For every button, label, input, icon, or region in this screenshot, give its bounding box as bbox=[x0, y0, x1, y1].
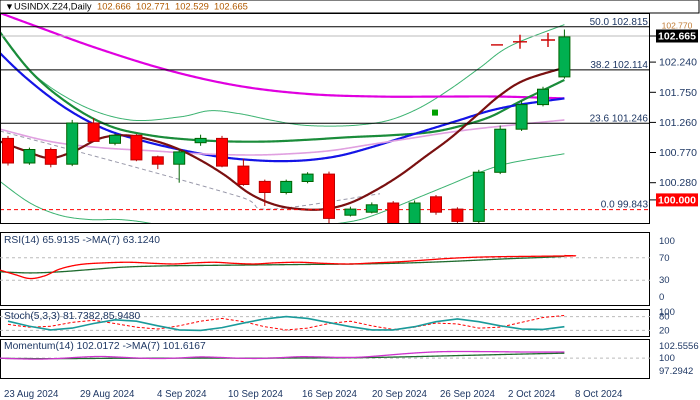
svg-text:102.529: 102.529 bbox=[175, 1, 209, 12]
svg-text:101.260: 101.260 bbox=[659, 117, 697, 129]
svg-text:RSI(14) 65.9135 ->MA(7) 63.12: RSI(14) 65.9135 ->MA(7) 63.1240 bbox=[4, 235, 160, 246]
svg-text:23.6 101.246: 23.6 101.246 bbox=[590, 113, 649, 124]
svg-text:100.770: 100.770 bbox=[659, 147, 697, 159]
svg-text:102.666: 102.666 bbox=[97, 1, 131, 12]
svg-text:102.771: 102.771 bbox=[136, 1, 170, 12]
svg-text:102.770: 102.770 bbox=[662, 21, 693, 31]
svg-text:8 Oct 2024: 8 Oct 2024 bbox=[575, 389, 623, 400]
svg-text:USINDX.Z24,Daily: USINDX.Z24,Daily bbox=[14, 1, 92, 12]
svg-text:80: 80 bbox=[659, 312, 670, 323]
svg-text:26 Sep 2024: 26 Sep 2024 bbox=[440, 389, 496, 400]
svg-text:Stoch(5,3,3) 81.7382,85.9480: Stoch(5,3,3) 81.7382,85.9480 bbox=[4, 311, 141, 322]
svg-text:0.0 99.843: 0.0 99.843 bbox=[601, 200, 649, 211]
svg-text:20 Sep 2024: 20 Sep 2024 bbox=[372, 389, 428, 400]
svg-text:100.000: 100.000 bbox=[658, 194, 696, 206]
svg-text:102.5556: 102.5556 bbox=[659, 341, 699, 352]
svg-text:100: 100 bbox=[659, 236, 675, 247]
svg-text:101.750: 101.750 bbox=[659, 87, 697, 99]
svg-text:100: 100 bbox=[659, 353, 675, 364]
svg-text:50.0 102.815: 50.0 102.815 bbox=[590, 17, 649, 28]
svg-text:30: 30 bbox=[659, 275, 670, 286]
svg-text:20: 20 bbox=[659, 325, 670, 336]
svg-text:▼: ▼ bbox=[5, 2, 14, 12]
svg-text:16 Sep 2024: 16 Sep 2024 bbox=[302, 389, 358, 400]
svg-text:0: 0 bbox=[659, 292, 664, 303]
svg-text:100.280: 100.280 bbox=[659, 177, 697, 189]
svg-text:97.2942: 97.2942 bbox=[659, 366, 693, 377]
svg-text:102.665: 102.665 bbox=[658, 31, 696, 43]
svg-text:102.665: 102.665 bbox=[214, 1, 248, 12]
svg-text:102.240: 102.240 bbox=[659, 57, 697, 69]
svg-text:2 Oct 2024: 2 Oct 2024 bbox=[508, 389, 556, 400]
svg-text:70: 70 bbox=[659, 253, 670, 264]
svg-text:10 Sep 2024: 10 Sep 2024 bbox=[228, 389, 284, 400]
svg-text:4 Sep 2024: 4 Sep 2024 bbox=[157, 389, 207, 400]
svg-text:29 Aug 2024: 29 Aug 2024 bbox=[80, 389, 135, 400]
svg-text:Momentum(14) 102.0172 ->MA(7): Momentum(14) 102.0172 ->MA(7) 101.6167 bbox=[4, 341, 206, 352]
svg-text:23 Aug 2024: 23 Aug 2024 bbox=[4, 389, 59, 400]
svg-text:38.2 102.114: 38.2 102.114 bbox=[590, 60, 648, 71]
